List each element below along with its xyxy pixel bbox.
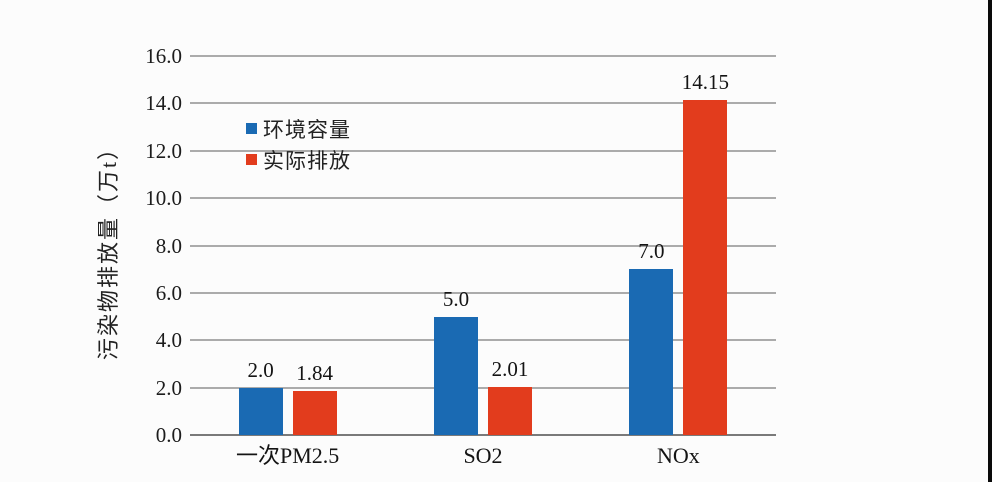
gridline-10 <box>190 197 776 200</box>
x-axis-line <box>190 434 776 436</box>
bar-actual-emission-so2 <box>488 387 532 435</box>
y-tick-label-4: 4.0 <box>155 328 182 353</box>
gridline-12 <box>190 149 776 152</box>
x-label-pm25: 一次PM2.5 <box>236 443 340 468</box>
gridline-4 <box>190 339 776 342</box>
legend-swatch-actual-emission <box>246 154 257 165</box>
x-label-nox: NOx <box>656 443 700 468</box>
bar-value-env-capacity-pm25: 2.0 <box>247 357 274 382</box>
y-tick-label-2: 2.0 <box>155 375 182 400</box>
y-tick-label-14: 14.0 <box>145 91 182 116</box>
bar-value-actual-emission-nox: 14.15 <box>681 69 729 94</box>
bar-value-env-capacity-nox: 7.0 <box>638 239 665 264</box>
bar-env-capacity-pm25 <box>238 387 283 435</box>
legend-item-actual-emission: 实际排放 <box>246 144 351 175</box>
bar-value-actual-emission-pm25: 1.84 <box>296 361 334 386</box>
x-label-so2: SO2 <box>463 443 503 468</box>
gridline-16 <box>190 55 776 57</box>
bar-env-capacity-nox <box>629 269 674 435</box>
legend: 环境容量 实际排放 <box>246 113 351 175</box>
bar-env-capacity-so2 <box>434 316 478 435</box>
legend-swatch-env-capacity <box>246 123 257 134</box>
gridline-6 <box>190 291 776 294</box>
y-tick-label-10: 10.0 <box>145 186 182 211</box>
legend-item-env-capacity: 环境容量 <box>246 113 351 144</box>
y-tick-label-0: 0.0 <box>155 423 182 447</box>
bar-value-actual-emission-so2: 2.01 <box>491 357 529 382</box>
y-tick-label-16: 16.0 <box>145 44 182 68</box>
legend-label-actual-emission: 实际排放 <box>263 148 351 173</box>
y-tick-label-12: 12.0 <box>145 138 182 163</box>
y-tick-label-6: 6.0 <box>155 280 182 305</box>
bar-actual-emission-pm25 <box>292 391 337 435</box>
gridline-2 <box>190 386 776 389</box>
gridline-14 <box>190 102 776 105</box>
bar-actual-emission-nox <box>683 99 728 435</box>
y-tick-label-8: 8.0 <box>155 233 182 258</box>
gridline-8 <box>190 244 776 247</box>
bar-value-env-capacity-so2: 5.0 <box>442 286 470 311</box>
legend-label-env-capacity: 环境容量 <box>263 117 351 142</box>
screen-right-edge-bar <box>988 0 992 482</box>
